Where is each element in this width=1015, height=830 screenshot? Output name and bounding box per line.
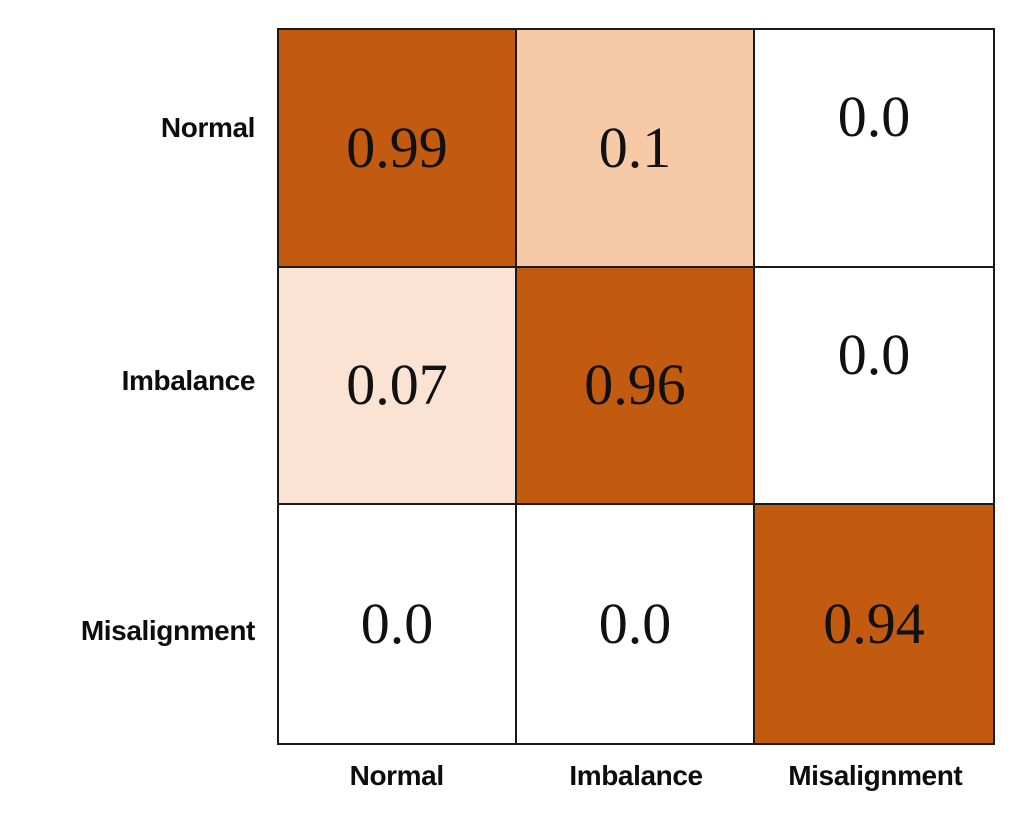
- cell-normal-misalignment: 0.0: [755, 30, 993, 268]
- cell-misalignment-misalignment: 0.94: [755, 505, 993, 743]
- col-labels: Normal Imbalance Misalignment: [277, 760, 995, 792]
- cell-normal-normal: 0.99: [279, 30, 517, 268]
- col-label-normal: Normal: [349, 760, 444, 791]
- row-label-slot: Normal: [0, 28, 255, 267]
- cell-misalignment-imbalance: 0.0: [517, 505, 755, 743]
- row-label-normal: Normal: [160, 111, 255, 143]
- row-label-slot: Imbalance: [0, 267, 256, 506]
- cell-normal-imbalance: 0.1: [517, 30, 755, 268]
- col-label-misalignment: Misalignment: [788, 760, 963, 791]
- cell-imbalance-normal: 0.07: [279, 267, 517, 506]
- row-label-misalignment: Misalignment: [80, 614, 256, 646]
- row-labels: Normal Imbalance Misalignment: [0, 28, 256, 745]
- cell-imbalance-misalignment: 0.0: [755, 267, 993, 506]
- row-label-imbalance: Imbalance: [121, 364, 256, 396]
- row-label-slot: Misalignment: [0, 506, 256, 745]
- cell-imbalance-imbalance: 0.96: [517, 267, 755, 506]
- cell-misalignment-normal: 0.0: [279, 505, 517, 743]
- col-label-imbalance: Imbalance: [569, 760, 703, 791]
- heatmap-grid: 0.99 0.1 0.0 0.07 0.96 0.0 0.0 0.0 0.94: [277, 28, 995, 745]
